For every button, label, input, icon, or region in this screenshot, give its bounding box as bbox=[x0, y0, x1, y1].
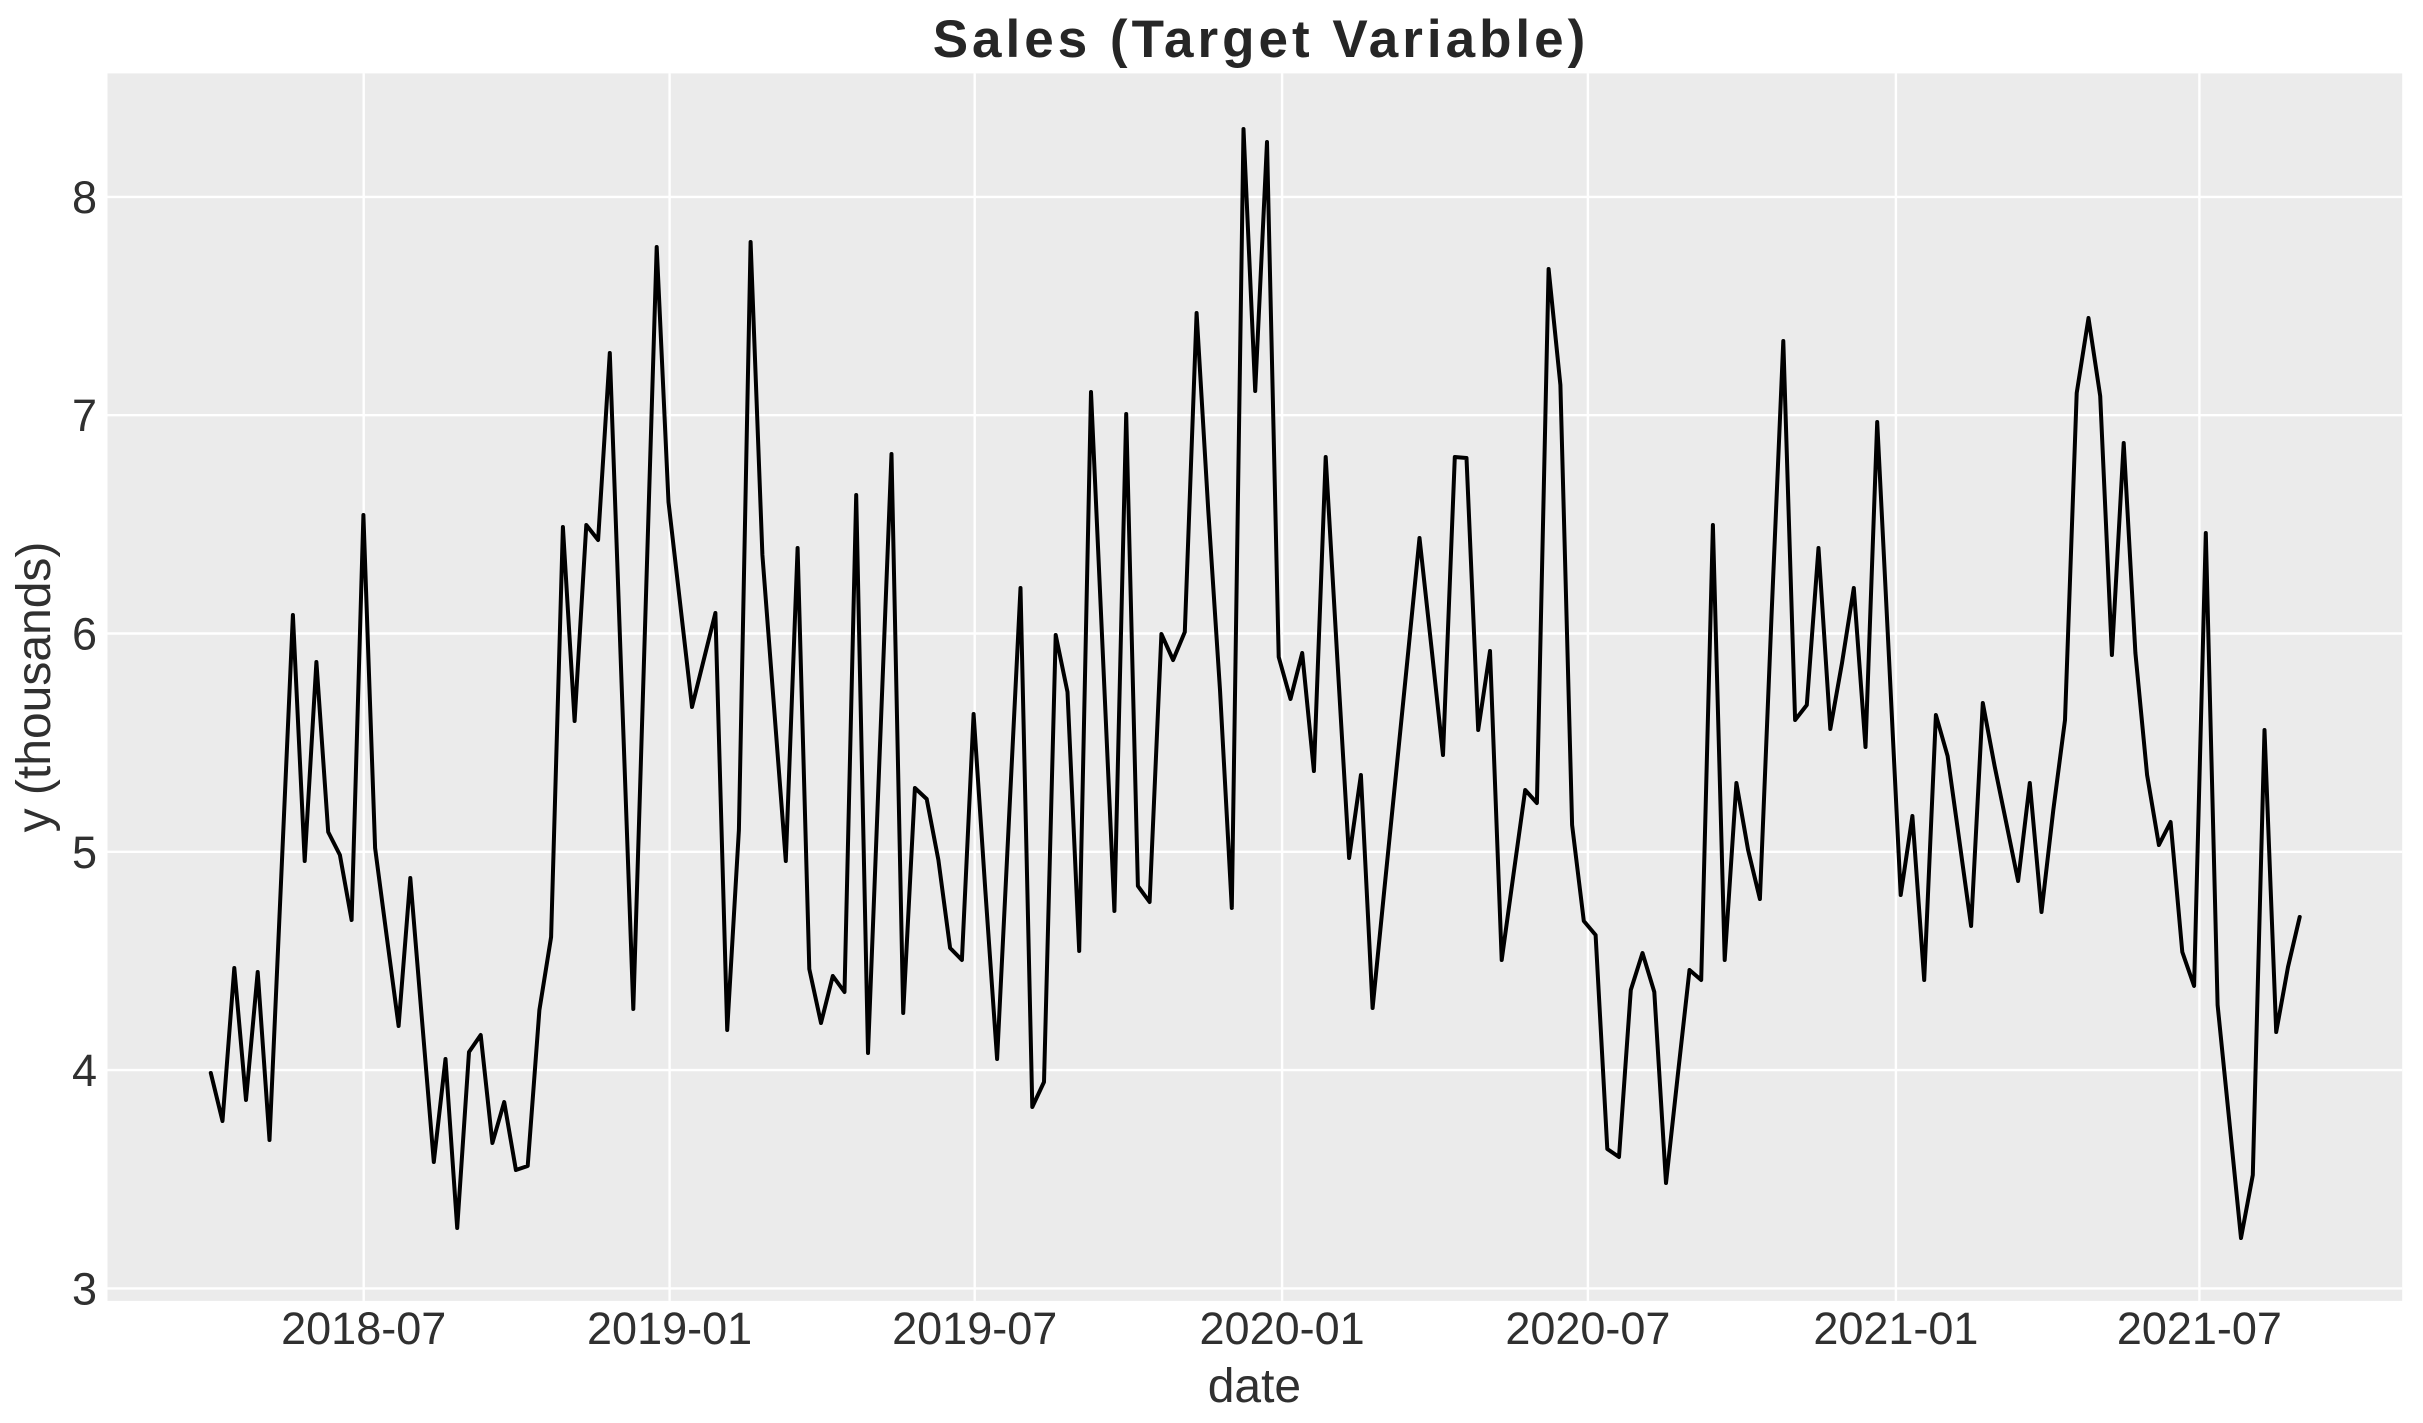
svg-text:y (thousands): y (thousands) bbox=[8, 542, 61, 833]
svg-text:4: 4 bbox=[72, 1045, 97, 1096]
svg-text:2018-07: 2018-07 bbox=[281, 1303, 446, 1354]
svg-text:5: 5 bbox=[72, 827, 97, 878]
svg-text:6: 6 bbox=[72, 609, 97, 660]
svg-text:2019-01: 2019-01 bbox=[587, 1303, 752, 1354]
svg-text:2020-01: 2020-01 bbox=[1200, 1303, 1365, 1354]
svg-text:2020-07: 2020-07 bbox=[1505, 1303, 1670, 1354]
svg-text:Sales (Target Variable): Sales (Target Variable) bbox=[933, 10, 1590, 69]
svg-text:3: 3 bbox=[72, 1263, 97, 1314]
svg-text:date: date bbox=[1208, 1360, 1301, 1413]
svg-text:2021-01: 2021-01 bbox=[1813, 1303, 1978, 1354]
svg-text:7: 7 bbox=[72, 390, 97, 441]
svg-text:2019-07: 2019-07 bbox=[892, 1303, 1057, 1354]
svg-text:8: 8 bbox=[72, 172, 97, 223]
svg-text:2021-07: 2021-07 bbox=[2117, 1303, 2282, 1354]
